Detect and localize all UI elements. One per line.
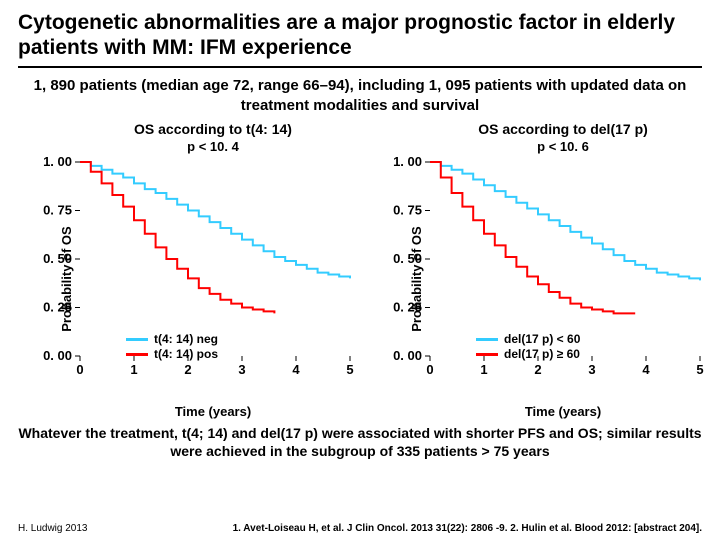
chart-right-ylabel: Probability of OS: [409, 227, 424, 332]
legend-neg-label: del(17 p) < 60: [504, 332, 580, 347]
chart-left-xlabel: Time (years): [68, 404, 358, 419]
svg-text:5: 5: [346, 362, 353, 377]
footer-refs: 1. Avet-Loiseau H, et al. J Clin Oncol. …: [233, 523, 702, 534]
svg-text:4: 4: [292, 362, 300, 377]
chart-left-cell: OS according to t(4: 14) p < 10. 4 Proba…: [18, 121, 358, 419]
slide-title: Cytogenetic abnormalities are a major pr…: [18, 10, 702, 60]
svg-text:0. 00: 0. 00: [43, 348, 72, 363]
chart-left-title: OS according to t(4: 14): [68, 121, 358, 137]
svg-text:1. 00: 1. 00: [43, 154, 72, 169]
legend-neg-label: t(4: 14) neg: [154, 332, 218, 347]
legend-swatch-pos-icon: [126, 353, 148, 356]
svg-text:1: 1: [130, 362, 137, 377]
legend-pos-label: del(17 p) ≥ 60: [504, 347, 580, 362]
title-rule: [18, 66, 702, 68]
svg-text:1. 00: 1. 00: [393, 154, 422, 169]
conclusion-text: Whatever the treatment, t(4; 14) and del…: [18, 425, 702, 460]
chart-right-title: OS according to del(17 p): [418, 121, 708, 137]
svg-text:0. 75: 0. 75: [43, 203, 72, 218]
chart-left-legend: t(4: 14) neg t(4: 14) pos: [126, 332, 218, 362]
footer: H. Ludwig 2013 1. Avet-Loiseau H, et al.…: [18, 523, 702, 534]
chart-left-wrap: Probability of OS 0. 000. 250. 500. 751.…: [18, 154, 358, 404]
svg-text:0: 0: [426, 362, 433, 377]
chart-right-xlabel: Time (years): [418, 404, 708, 419]
svg-text:0. 75: 0. 75: [393, 203, 422, 218]
svg-text:5: 5: [696, 362, 703, 377]
svg-text:1: 1: [480, 362, 487, 377]
chart-right-cell: OS according to del(17 p) p < 10. 6 Prob…: [368, 121, 708, 419]
svg-text:2: 2: [534, 362, 541, 377]
svg-text:3: 3: [588, 362, 595, 377]
legend-pos-label: t(4: 14) pos: [154, 347, 218, 362]
slide-subtitle: 1, 890 patients (median age 72, range 66…: [18, 76, 702, 115]
svg-text:0: 0: [76, 362, 83, 377]
chart-right-legend: del(17 p) < 60 del(17 p) ≥ 60: [476, 332, 580, 362]
svg-text:3: 3: [238, 362, 245, 377]
footer-left: H. Ludwig 2013: [18, 523, 88, 534]
chart-left-ylabel: Probability of OS: [59, 227, 74, 332]
svg-text:4: 4: [642, 362, 650, 377]
legend-swatch-neg-icon: [126, 338, 148, 341]
legend-swatch-neg-icon: [476, 338, 498, 341]
svg-text:0. 00: 0. 00: [393, 348, 422, 363]
chart-left-pval: p < 10. 4: [68, 139, 358, 154]
chart-row: OS according to t(4: 14) p < 10. 4 Proba…: [18, 121, 702, 419]
chart-right-wrap: Probability of OS 0. 000. 250. 500. 751.…: [368, 154, 708, 404]
legend-swatch-pos-icon: [476, 353, 498, 356]
svg-text:2: 2: [184, 362, 191, 377]
slide: Cytogenetic abnormalities are a major pr…: [0, 0, 720, 540]
chart-right-pval: p < 10. 6: [418, 139, 708, 154]
